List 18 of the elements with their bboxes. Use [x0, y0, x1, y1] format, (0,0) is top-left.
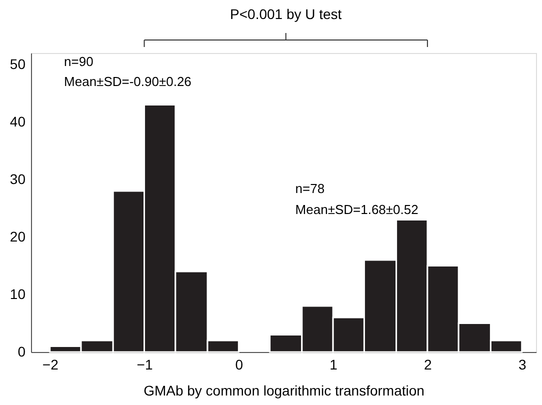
x-axis-title: GMAb by common logarithmic transformation	[144, 382, 424, 398]
x-tick-label: 3	[518, 356, 526, 372]
annotation: Mean±SD=-0.90±0.26	[64, 74, 192, 89]
annotation: n=90	[64, 54, 94, 69]
y-tick-label: 10	[10, 286, 26, 302]
x-tick-label: −2	[42, 356, 59, 372]
y-tick-label: 20	[10, 228, 26, 244]
annotation: n=78	[295, 181, 325, 196]
x-tick-label: 1	[330, 356, 338, 372]
x-tick-label: 2	[424, 356, 432, 372]
text: P<0.001 by U test	[230, 6, 342, 22]
y-tick-label: 30	[10, 171, 26, 187]
y-tick-label: 50	[10, 56, 26, 72]
y-tick-label: 0	[18, 344, 26, 360]
y-tick-label: 40	[10, 114, 26, 130]
x-tick-label: 0	[235, 356, 244, 372]
x-tick-label: −1	[136, 356, 153, 372]
annotation: Mean±SD=1.68±0.52	[295, 202, 418, 217]
